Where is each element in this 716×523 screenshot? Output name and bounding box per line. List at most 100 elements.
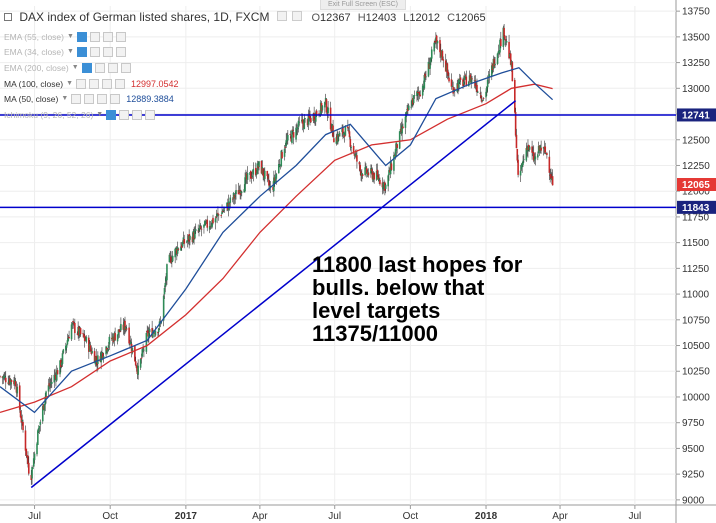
eye-icon[interactable] <box>81 62 92 73</box>
candle-body <box>140 357 143 359</box>
eye-icon[interactable] <box>76 78 86 89</box>
candle-body <box>499 39 501 53</box>
chart-header: DAX index of German listed shares, 1D, F… <box>4 10 486 24</box>
candle-body <box>188 233 190 242</box>
ohlc-values: O12367 H12403 L12012 C12065 <box>311 12 486 24</box>
candle-body <box>249 172 251 175</box>
candle-body <box>231 198 234 200</box>
close-icon[interactable] <box>115 78 125 89</box>
candle-body <box>452 86 454 94</box>
candle-body <box>537 145 540 154</box>
candle-body <box>546 153 548 155</box>
indicator-ma100[interactable]: MA (100, close) ▼ 12997.0542 <box>4 78 179 89</box>
candle-body <box>451 86 454 87</box>
format-icon[interactable] <box>102 47 113 58</box>
header-format-icon[interactable] <box>292 11 303 21</box>
candle-body <box>55 370 58 381</box>
candle-body <box>416 92 419 94</box>
candle-body <box>320 103 323 111</box>
candle-body <box>84 339 87 341</box>
header-settings-icon[interactable] <box>276 11 287 21</box>
candle-body <box>296 127 299 130</box>
candle-body <box>327 107 329 114</box>
candle-body <box>500 39 502 47</box>
candle-body <box>36 443 38 455</box>
candle-body <box>350 146 352 148</box>
indicator-ma50[interactable]: MA (50, close) ▼ 12889.3884 <box>4 94 174 105</box>
settings-icon[interactable] <box>89 47 100 58</box>
candle-body <box>19 410 22 418</box>
candle-body <box>352 145 355 153</box>
indicator-ema200[interactable]: EMA (200, close) ▼ <box>4 60 179 76</box>
candle-body <box>152 331 154 338</box>
settings-icon[interactable] <box>89 78 99 89</box>
indicator-ema55[interactable]: EMA (55, close) ▼ <box>4 29 179 45</box>
x-tick-label: Jul <box>28 511 41 522</box>
settings-icon[interactable] <box>94 62 105 73</box>
close-icon[interactable] <box>120 62 131 73</box>
candle-body <box>67 337 70 342</box>
candle-body <box>383 183 385 185</box>
candle-body <box>402 126 404 129</box>
format-icon[interactable] <box>102 78 112 89</box>
candle-body <box>55 375 57 380</box>
eye-icon[interactable] <box>76 47 87 58</box>
settings-icon[interactable] <box>119 109 130 120</box>
candle-body <box>447 71 449 76</box>
settings-icon[interactable] <box>89 31 100 42</box>
candle-body <box>117 329 120 336</box>
exit-fullscreen-button[interactable]: Exit Full Screen (ESC) <box>320 0 406 10</box>
candle-body <box>418 91 421 95</box>
settings-icon[interactable] <box>84 94 95 105</box>
candlesticks <box>0 23 554 486</box>
candle-body <box>504 39 507 41</box>
candle-body <box>540 147 542 151</box>
candle-body <box>206 219 209 228</box>
candle-body <box>544 146 547 153</box>
close-icon[interactable] <box>115 31 126 42</box>
candle-body <box>194 230 196 239</box>
indicator-ema34[interactable]: EMA (34, close) ▼ <box>4 45 179 61</box>
candle-body <box>191 236 194 243</box>
candle-body <box>154 330 157 336</box>
candle-body <box>422 86 425 88</box>
candle-body <box>410 106 412 108</box>
candle-body <box>551 178 553 181</box>
format-icon[interactable] <box>107 62 118 73</box>
eye-icon[interactable] <box>76 31 87 42</box>
candle-body <box>531 146 533 153</box>
candle-body <box>292 132 295 138</box>
eye-icon[interactable] <box>71 94 82 105</box>
close-icon[interactable] <box>145 109 156 120</box>
candle-body <box>284 146 287 148</box>
candle-body <box>318 113 320 115</box>
candle-body <box>319 102 322 116</box>
x-tick-label: Oct <box>403 511 419 522</box>
candle-body <box>31 467 33 479</box>
format-icon[interactable] <box>102 31 113 42</box>
format-icon[interactable] <box>132 109 143 120</box>
collapse-icon[interactable] <box>4 13 12 21</box>
candle-body <box>498 50 500 54</box>
candle-body <box>278 165 281 166</box>
candle-body <box>435 37 437 41</box>
close-icon[interactable] <box>115 47 126 58</box>
candle-body <box>388 170 390 176</box>
format-icon[interactable] <box>97 94 108 105</box>
candle-body <box>355 154 357 156</box>
eye-icon[interactable] <box>106 109 117 120</box>
candle-body <box>492 58 495 69</box>
candle-body <box>302 122 305 128</box>
close-icon[interactable] <box>110 94 121 105</box>
candle-body <box>526 147 528 151</box>
last-price-label: 12065 <box>682 180 710 191</box>
ma100-line <box>0 83 553 414</box>
candle-body <box>359 164 362 171</box>
candle-body <box>220 215 223 216</box>
candle-body <box>538 145 541 151</box>
indicator-ichimoku[interactable]: Ichimoku (9, 26, 52, 26) ▼ <box>4 107 179 123</box>
candle-body <box>112 336 115 342</box>
candle-body <box>76 333 79 335</box>
candle-body <box>72 321 74 322</box>
